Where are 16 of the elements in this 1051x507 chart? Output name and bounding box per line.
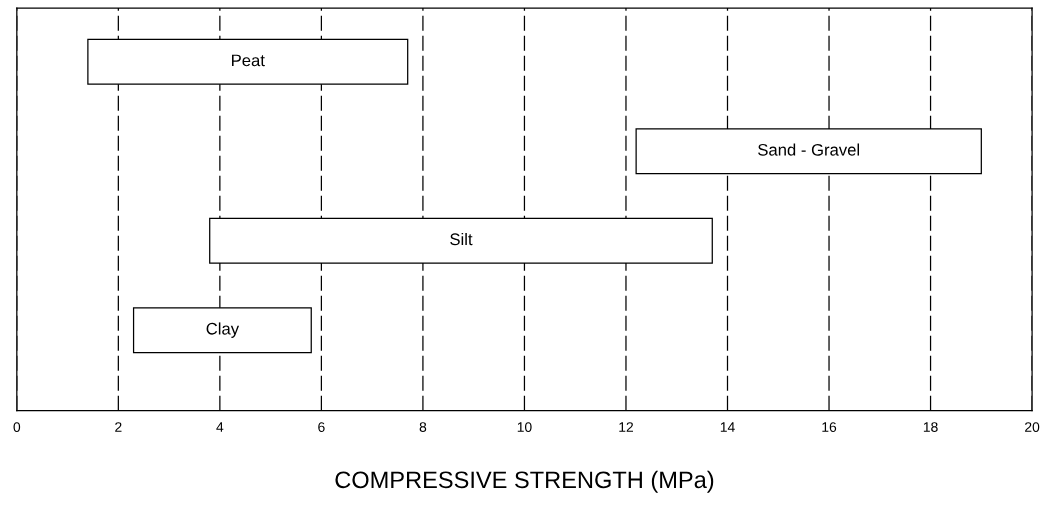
x-tick-label: 16	[822, 422, 837, 432]
x-axis-title: COMPRESSIVE STRENGTH (MPa)	[335, 470, 714, 493]
y-tick-label: Silt	[450, 232, 473, 246]
x-tick-label: 20	[1025, 422, 1040, 432]
y-tick-label: Sand - Gravel	[758, 143, 860, 156]
x-tick-label: 10	[517, 422, 532, 432]
x-tick-label: 0	[13, 422, 21, 432]
x-tick-label: 8	[419, 422, 427, 432]
y-tick-label: Clay	[206, 322, 240, 338]
x-tick-label: 18	[923, 422, 938, 432]
x-tick-label: 6	[318, 422, 325, 432]
x-tick-label: 12	[619, 422, 633, 432]
x-tick-label: 14	[720, 422, 735, 432]
x-tick-label: 2	[115, 422, 122, 432]
x-tick-label: 4	[216, 422, 224, 432]
y-tick-label: Peat	[232, 54, 265, 67]
